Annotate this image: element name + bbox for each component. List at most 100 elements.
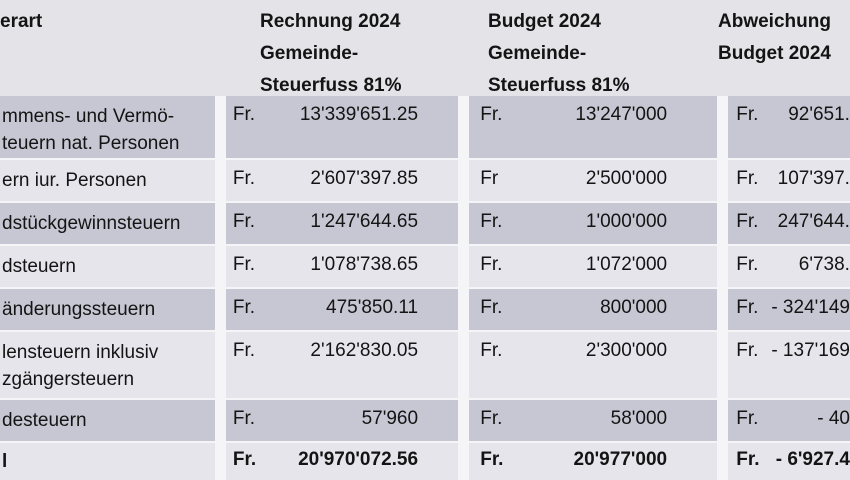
abweichung-value-cell: Fr. - 137'169 [728, 332, 850, 398]
amount: 2'300'000 [585, 340, 668, 361]
table-row-total: l Fr. 20'970'072.56 Fr. 20'977'000 Fr. -… [0, 443, 850, 480]
currency-label: Fr. [480, 297, 503, 318]
column-header-line: Rechnung 2024 [260, 11, 401, 32]
column-header-line: Gemeinde- [260, 43, 359, 64]
currency-label: Fr. [480, 449, 504, 470]
column-header-steuerart: erart [0, 0, 247, 96]
column-gutter [215, 246, 226, 287]
column-gutter [247, 0, 260, 96]
column-gutter [717, 332, 728, 398]
row-label: lensteuern inklusiv zgängersteuern [0, 332, 215, 398]
rechnung-value-cell: Fr. 13'339'651.25 [225, 96, 459, 158]
amount: 57'960 [361, 408, 419, 429]
budget-value-cell: Fr. 800'000 [469, 289, 718, 330]
currency-label: Fr. [232, 254, 256, 275]
column-header-line: Budget 2024 [718, 43, 831, 64]
column-gutter [215, 160, 226, 201]
currency-label: Fr. [232, 408, 256, 429]
table-row: mmens- und Vermö- teuern nat. Personen F… [0, 96, 850, 158]
amount: 2'500'000 [585, 168, 668, 189]
abweichung-value-cell: Fr. - 40 [728, 400, 850, 441]
currency-label: Fr. [736, 104, 759, 125]
column-gutter [717, 443, 728, 480]
amount: 20'977'000 [573, 449, 668, 470]
column-gutter [458, 443, 469, 480]
currency-label: Fr. [232, 211, 256, 232]
abweichung-value-cell: Fr. - 324'149 [728, 289, 850, 330]
budget-value-cell: Fr. 1'000'000 [469, 203, 718, 244]
amount: 247'644. [777, 211, 850, 232]
row-label-line: desteuern [2, 410, 87, 431]
budget-value-cell: Fr. 1'072'000 [469, 246, 718, 287]
column-gutter [717, 203, 728, 244]
column-header-abweichung: Abweichung Budget 2024 [718, 0, 850, 96]
abweichung-value-cell: Fr. - 6'927.4 [728, 443, 850, 480]
currency-label: Fr. [480, 408, 503, 429]
row-label: ern iur. Personen [0, 160, 215, 201]
column-header-rechnung-2024: Rechnung 2024 Gemeinde- Steuerfuss 81% [260, 0, 475, 96]
column-gutter [458, 246, 469, 287]
column-gutter [215, 443, 226, 480]
column-header-budget-2024: Budget 2024 Gemeinde- Steuerfuss 81% [488, 0, 705, 96]
abweichung-value-cell: Fr. 6'738. [728, 246, 850, 287]
column-gutter [717, 160, 728, 201]
budget-value-cell: Fr 2'500'000 [469, 160, 718, 201]
column-gutter [458, 332, 469, 398]
amount: - 137'169 [771, 340, 850, 361]
table-row: desteuern Fr. 57'960 Fr. 58'000 Fr. - 40 [0, 400, 850, 441]
currency-label: Fr. [232, 104, 256, 125]
abweichung-value-cell: Fr. 247'644. [728, 203, 850, 244]
row-label: mmens- und Vermö- teuern nat. Personen [0, 96, 215, 158]
amount: 1'000'000 [585, 211, 668, 232]
currency-label: Fr. [232, 449, 257, 470]
table-body: mmens- und Vermö- teuern nat. Personen F… [0, 96, 850, 480]
rechnung-value-cell: Fr. 2'162'830.05 [225, 332, 459, 398]
column-gutter [475, 0, 488, 96]
currency-label: Fr. [736, 297, 759, 318]
amount: 800'000 [600, 297, 668, 318]
amount: 20'970'072.56 [298, 449, 419, 470]
currency-label: Fr. [736, 408, 759, 429]
column-header-line: Abweichung [718, 11, 831, 32]
column-header-line: Budget 2024 [488, 11, 601, 32]
row-label-line: lensteuern inklusiv [2, 342, 159, 363]
column-gutter [717, 400, 728, 441]
budget-value-cell: Fr. 58'000 [469, 400, 718, 441]
column-gutter [215, 289, 226, 330]
amount: 107'397. [777, 168, 850, 189]
row-label-line: änderungssteuern [2, 299, 156, 320]
column-gutter [458, 160, 469, 201]
budget-value-cell: Fr. 13'247'000 [469, 96, 718, 158]
column-header-line: Gemeinde- [488, 43, 587, 64]
currency-label: Fr. [480, 340, 503, 361]
table-header-row: erart Rechnung 2024 Gemeinde- Steuerfuss… [0, 0, 850, 96]
currency-label: Fr. [736, 211, 759, 232]
amount: 1'078'738.65 [310, 254, 419, 275]
amount: 58'000 [610, 408, 668, 429]
currency-label: Fr. [232, 297, 256, 318]
budget-value-cell: Fr. 2'300'000 [469, 332, 718, 398]
rechnung-value-cell: Fr. 475'850.11 [225, 289, 459, 330]
amount: 92'651. [788, 104, 850, 125]
row-label-line: zgängersteuern [2, 369, 135, 390]
column-gutter [215, 332, 226, 398]
row-label-line: mmens- und Vermö- [2, 106, 175, 127]
table-row: lensteuern inklusiv zgängersteuern Fr. 2… [0, 332, 850, 398]
table-row: dsteuern Fr. 1'078'738.65 Fr. 1'072'000 … [0, 246, 850, 287]
currency-label: Fr. [232, 340, 256, 361]
column-gutter [458, 96, 469, 158]
column-gutter [215, 203, 226, 244]
row-label-line: dstückgewinnsteuern [2, 213, 181, 234]
row-label: dstückgewinnsteuern [0, 203, 215, 244]
column-gutter [717, 289, 728, 330]
row-label-line: l [2, 451, 8, 472]
rechnung-value-cell: Fr. 1'078'738.65 [225, 246, 459, 287]
abweichung-value-cell: Fr. 92'651. [728, 96, 850, 158]
row-label: dsteuern [0, 246, 215, 287]
rechnung-value-cell: Fr. 1'247'644.65 [225, 203, 459, 244]
budget-value-cell: Fr. 20'977'000 [469, 443, 718, 480]
amount: 13'339'651.25 [299, 104, 419, 125]
abweichung-value-cell: Fr. 107'397. [728, 160, 850, 201]
amount: - 40 [817, 408, 850, 429]
